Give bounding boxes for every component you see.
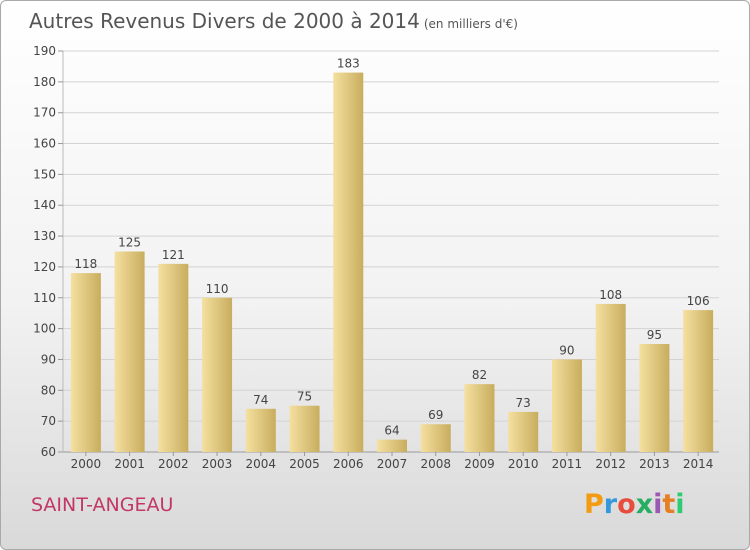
data-label: 118	[74, 257, 97, 271]
chart-title-text: Autres Revenus Divers de 2000 à 2014	[29, 9, 420, 33]
bar-2001	[114, 251, 145, 452]
bar-2010	[508, 411, 539, 452]
logo-letter: i	[653, 489, 663, 520]
commune-name: SAINT-ANGEAU	[31, 494, 174, 516]
y-tick-label: 70	[41, 414, 56, 428]
x-tick-label: 2014	[683, 457, 714, 471]
data-label: 110	[206, 282, 229, 296]
bar-2007	[377, 439, 407, 452]
bar-2013	[639, 344, 670, 452]
x-tick-label: 2004	[246, 457, 277, 471]
y-axis-ticks: 60 70 80 90 100 110 120 130 140 150 160 170 180 190	[33, 44, 63, 459]
data-label: 121	[162, 248, 185, 262]
x-tick-label: 2011	[552, 457, 583, 471]
x-tick-label: 2005	[289, 457, 320, 471]
chart-unit: (en milliers d'€)	[423, 17, 518, 31]
bar-2014	[683, 310, 714, 452]
data-label: 108	[599, 288, 622, 302]
data-label: 64	[384, 424, 399, 438]
bars-layer	[70, 72, 714, 452]
x-tick-label: 2012	[595, 457, 626, 471]
logo-letter: P	[584, 489, 604, 520]
logo-letter: t	[662, 489, 676, 520]
y-tick-label: 90	[41, 352, 56, 366]
bar-2008	[420, 424, 451, 452]
data-label: 95	[647, 328, 662, 342]
y-tick-label: 160	[33, 137, 56, 151]
data-label: 73	[516, 396, 531, 410]
bar-2005	[289, 405, 320, 452]
y-tick-label: 120	[33, 260, 56, 274]
proxiti-logo: Proxiti	[584, 489, 685, 520]
data-label: 106	[687, 294, 710, 308]
data-label: 125	[118, 236, 141, 250]
logo-letter: o	[617, 489, 636, 520]
bar-2004	[245, 408, 276, 452]
x-tick-label: 2001	[114, 457, 145, 471]
y-tick-label: 190	[33, 44, 56, 58]
bar-2012	[595, 303, 626, 452]
x-tick-label: 2008	[420, 457, 451, 471]
data-label: 183	[337, 57, 360, 71]
x-tick-label: 2010	[508, 457, 539, 471]
data-label: 75	[297, 390, 312, 404]
data-label: 74	[253, 393, 268, 407]
y-tick-label: 170	[33, 106, 56, 120]
logo-letter: r	[603, 489, 618, 520]
x-axis-ticks: 2000 2001 2002 2003 2004 2005 2006 2007 2008 2009…	[71, 452, 714, 471]
y-tick-label: 110	[33, 291, 56, 305]
bar-2009	[464, 384, 495, 452]
labels-layer: 118 125 121 110 74 75 183 64 69 82 73 90 108 95 106	[74, 57, 709, 438]
logo-letter: i	[675, 489, 685, 520]
data-label: 90	[559, 343, 574, 357]
y-tick-label: 100	[33, 322, 56, 336]
y-tick-label: 180	[33, 75, 56, 89]
bar-2003	[202, 297, 233, 452]
chart-title: Autres Revenus Divers de 2000 à 2014 (en …	[29, 9, 518, 33]
x-tick-label: 2002	[158, 457, 189, 471]
bar-2000	[70, 273, 101, 452]
data-label: 82	[472, 368, 487, 382]
bar-2002	[158, 263, 189, 452]
x-tick-label: 2013	[639, 457, 670, 471]
logo-letter: x	[635, 489, 654, 520]
bar-2006	[333, 72, 364, 452]
y-tick-label: 150	[33, 167, 56, 181]
x-tick-label: 2006	[333, 457, 364, 471]
y-tick-label: 140	[33, 198, 56, 212]
data-label: 69	[428, 408, 443, 422]
y-tick-label: 130	[33, 229, 56, 243]
bar-2011	[551, 359, 582, 452]
x-tick-label: 2003	[202, 457, 233, 471]
y-tick-label: 80	[41, 383, 56, 397]
x-tick-label: 2000	[71, 457, 102, 471]
y-tick-label: 60	[41, 445, 56, 459]
x-tick-label: 2009	[464, 457, 495, 471]
x-tick-label: 2007	[377, 457, 408, 471]
